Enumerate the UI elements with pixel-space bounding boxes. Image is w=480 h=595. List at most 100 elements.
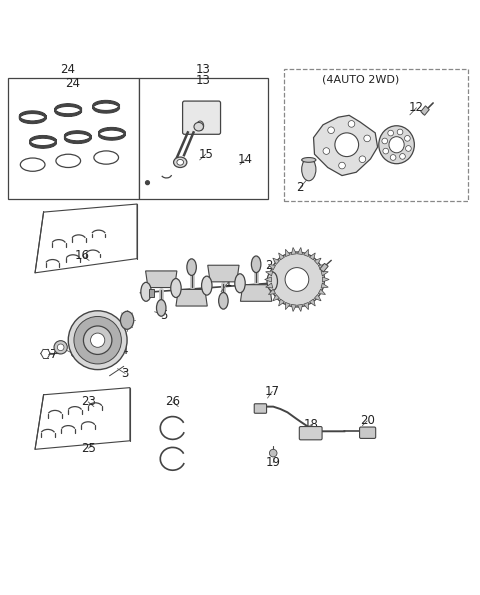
Ellipse shape	[202, 276, 212, 295]
Circle shape	[388, 130, 394, 136]
Ellipse shape	[267, 272, 277, 291]
Circle shape	[68, 311, 127, 369]
Circle shape	[91, 333, 105, 347]
Polygon shape	[278, 253, 285, 260]
Polygon shape	[320, 264, 328, 272]
Polygon shape	[303, 302, 308, 309]
Circle shape	[285, 268, 309, 292]
Text: 13: 13	[196, 63, 211, 76]
Polygon shape	[291, 305, 296, 312]
Polygon shape	[145, 271, 177, 287]
Circle shape	[339, 162, 345, 169]
Text: 5: 5	[160, 309, 168, 321]
Circle shape	[269, 449, 277, 457]
FancyBboxPatch shape	[360, 427, 376, 439]
Ellipse shape	[301, 158, 316, 162]
Polygon shape	[268, 289, 276, 295]
Bar	[9, 79, 139, 199]
Ellipse shape	[171, 278, 181, 298]
Ellipse shape	[156, 300, 166, 316]
FancyBboxPatch shape	[182, 101, 220, 134]
Ellipse shape	[379, 126, 414, 164]
Circle shape	[364, 135, 371, 142]
Text: 22: 22	[288, 252, 303, 265]
Text: 24: 24	[60, 63, 75, 76]
Polygon shape	[273, 295, 279, 301]
Polygon shape	[318, 265, 325, 270]
FancyBboxPatch shape	[300, 427, 322, 440]
Bar	[149, 289, 154, 296]
Polygon shape	[313, 115, 378, 176]
Polygon shape	[321, 283, 328, 288]
Ellipse shape	[120, 311, 134, 329]
Circle shape	[328, 127, 335, 133]
Circle shape	[382, 138, 387, 144]
Ellipse shape	[389, 137, 404, 153]
Text: 6: 6	[69, 347, 77, 360]
Text: 10: 10	[324, 143, 338, 156]
Circle shape	[405, 136, 410, 141]
Text: 15: 15	[198, 148, 213, 161]
Polygon shape	[314, 258, 321, 265]
Text: 8: 8	[77, 322, 85, 335]
Text: 18: 18	[304, 418, 319, 431]
Ellipse shape	[141, 282, 151, 301]
Ellipse shape	[301, 158, 316, 181]
Polygon shape	[240, 284, 272, 301]
Polygon shape	[298, 305, 302, 312]
Circle shape	[145, 181, 149, 184]
Ellipse shape	[235, 274, 245, 293]
Polygon shape	[264, 277, 272, 282]
Polygon shape	[176, 289, 207, 306]
Circle shape	[269, 252, 324, 307]
Text: 7: 7	[50, 348, 58, 361]
Circle shape	[57, 344, 64, 350]
Polygon shape	[278, 299, 285, 306]
Polygon shape	[286, 302, 290, 309]
Polygon shape	[291, 248, 296, 255]
Polygon shape	[309, 253, 315, 260]
Polygon shape	[314, 295, 321, 301]
Text: 21: 21	[265, 259, 280, 272]
Text: 19: 19	[266, 456, 281, 469]
Ellipse shape	[252, 256, 261, 273]
Circle shape	[54, 341, 67, 354]
Ellipse shape	[197, 121, 204, 130]
Text: 11: 11	[361, 132, 376, 145]
Circle shape	[359, 156, 366, 162]
Circle shape	[323, 148, 330, 154]
Ellipse shape	[187, 259, 196, 275]
Polygon shape	[265, 283, 273, 288]
Bar	[284, 69, 468, 201]
Ellipse shape	[219, 293, 228, 309]
Text: 14: 14	[237, 154, 252, 167]
Polygon shape	[286, 249, 290, 256]
Circle shape	[383, 148, 389, 154]
Polygon shape	[208, 265, 239, 282]
Circle shape	[348, 121, 355, 127]
Text: (4AUTO 2WD): (4AUTO 2WD)	[323, 74, 399, 84]
Ellipse shape	[174, 157, 187, 168]
Circle shape	[397, 129, 403, 135]
Text: 16: 16	[75, 249, 90, 262]
Circle shape	[74, 317, 121, 364]
Text: 13: 13	[195, 74, 210, 87]
Ellipse shape	[177, 159, 183, 165]
Polygon shape	[323, 277, 329, 282]
Polygon shape	[321, 271, 328, 276]
Polygon shape	[273, 258, 279, 265]
Bar	[139, 79, 267, 199]
Text: 12: 12	[409, 101, 424, 114]
Text: 26: 26	[165, 396, 180, 408]
Polygon shape	[309, 299, 315, 306]
Text: 24: 24	[65, 77, 81, 90]
Text: 25: 25	[81, 442, 96, 455]
Circle shape	[406, 146, 411, 151]
Polygon shape	[268, 265, 276, 270]
Polygon shape	[265, 271, 273, 276]
Text: 17: 17	[265, 385, 280, 398]
Circle shape	[390, 155, 396, 160]
Circle shape	[400, 154, 405, 159]
Ellipse shape	[194, 123, 204, 131]
Text: 1: 1	[224, 276, 232, 289]
